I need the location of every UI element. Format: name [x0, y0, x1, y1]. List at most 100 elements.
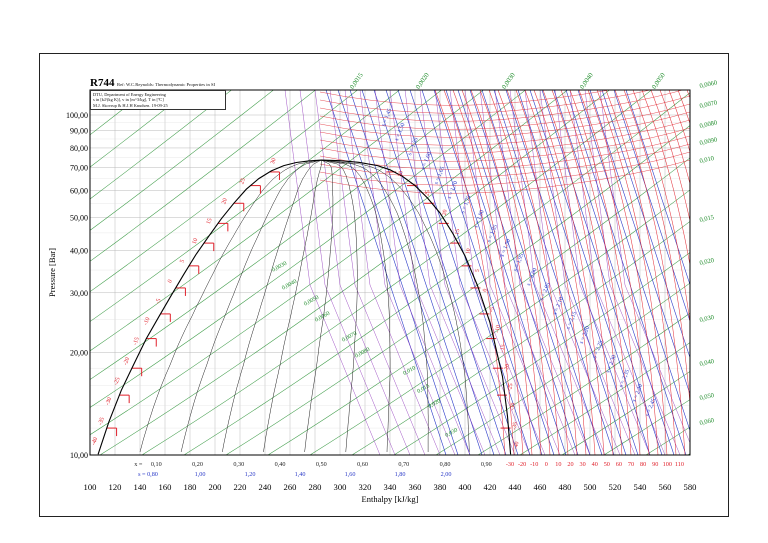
vapor-temperature-label: -5 [489, 307, 496, 313]
isotherm-line [542, 90, 614, 455]
y-tick-label: 80,00 [70, 144, 88, 153]
isotherm-line [750, 90, 768, 455]
interior-volume-label: 0,020 [427, 398, 441, 409]
temperature-label: 90 [652, 461, 658, 468]
y-tick-label: 10,00 [70, 451, 88, 460]
volume-label: 0,030 [699, 314, 715, 324]
isochore-line [519, 342, 690, 455]
isotherm-line [479, 90, 551, 455]
temperature-label: -30 [506, 461, 514, 468]
liquid-temperature-label: 30 [270, 157, 278, 165]
isochore-line [435, 282, 690, 455]
isotherm-line [452, 90, 524, 455]
isentrope-line [433, 90, 555, 455]
isotherm-line [605, 90, 677, 455]
x-tick-label: 220 [234, 482, 247, 492]
saturation-curve [97, 159, 512, 455]
vapor-temperature-label: 20 [442, 209, 449, 216]
temperature-label: 80 [640, 461, 646, 468]
isotherm-line [686, 90, 690, 99]
x-tick-label: 560 [659, 482, 672, 492]
entropy-line-label: s = 1,85 [486, 224, 499, 244]
isochore-line [90, 90, 148, 136]
vapor-temperature-label: -25 [507, 383, 514, 392]
isochore-line [0, 50, 114, 455]
isentrope-line [481, 90, 603, 455]
vapor-temperature-label: 25 [424, 190, 431, 197]
isochore-line [393, 252, 690, 455]
x-tick-label: 480 [559, 482, 572, 492]
volume-label: 0,020 [699, 257, 715, 267]
isochore-line [90, 90, 442, 352]
liquid-temperature-label: -20 [123, 357, 131, 367]
interior-volume-label: 0,015 [416, 383, 430, 394]
x-tick-label: 380 [434, 482, 447, 492]
y-tick-label: 20,00 [70, 349, 88, 358]
y-tick-label: 40,00 [70, 246, 88, 255]
isentrope-line [613, 90, 690, 323]
isentrope-line [524, 90, 621, 455]
isentrope-line [389, 90, 486, 455]
isochore-line [90, 90, 274, 231]
liquid-temperature-label: -35 [98, 417, 106, 427]
isotherm-line [470, 90, 542, 455]
isotherm-line [741, 90, 768, 455]
quality-label: 0,30 [233, 461, 244, 468]
quality-line [321, 159, 429, 452]
quality-line [321, 159, 470, 453]
isentrope-line [349, 90, 471, 455]
isotherm-line [705, 90, 768, 455]
isentrope-line [419, 90, 516, 455]
y-tick-label: 30,00 [70, 289, 88, 298]
isotherm-line [319, 135, 690, 170]
isentrope-line [385, 90, 507, 455]
isotherm-line [515, 90, 587, 455]
vapor-temperature-label: -30 [510, 402, 517, 411]
volume-label: 0,0080 [699, 119, 718, 130]
interior-volume-label: 0,030 [444, 427, 458, 438]
temperature-label: 70 [628, 461, 634, 468]
volume-label: 0,060 [699, 417, 715, 427]
quality-label: 0,40 [275, 461, 286, 468]
quality-line [263, 160, 322, 453]
isentrope-line [553, 90, 675, 455]
quality-label: 0,50 [316, 461, 327, 468]
x-tick-label: 500 [584, 482, 597, 492]
isotherm-line [319, 90, 612, 106]
info-box: DTU, Department of Energy Engineering s … [90, 90, 226, 111]
entropy-line-label: s = 2,25 [592, 340, 605, 360]
isentrope-line [469, 90, 591, 455]
temperature-label: 40 [592, 461, 598, 468]
interior-volume-label: 0,010 [402, 365, 416, 376]
entropy-line-label: s = 1,55 [407, 137, 420, 157]
isotherm-line [759, 90, 768, 455]
isochore-line [90, 90, 526, 408]
y-tick-label: 90,00 [70, 127, 88, 136]
isotherm-line [560, 90, 632, 455]
isotherm-line [488, 90, 560, 455]
quality-line [321, 159, 358, 453]
interior-volume-label: 0,0040 [281, 279, 298, 292]
info-line: M.J. Skovrup & H.J.H Knudsen. 19-09-25 [93, 102, 168, 108]
vapor-temperature-label: -35 [512, 422, 519, 431]
info-line: DTU, Department of Energy Engineering [93, 92, 166, 97]
plot-border [89, 89, 691, 456]
isotherm-line [319, 119, 690, 154]
x-axis-label: Enthalpy [kJ/kg] [362, 494, 419, 504]
isochore-line [267, 157, 690, 455]
x-tick-label: 460 [534, 482, 547, 492]
vapor-temperature-label: -10 [495, 325, 502, 334]
isentrope-line [494, 90, 591, 455]
isotherm-line [650, 90, 690, 222]
x-tick-label: 360 [409, 482, 422, 492]
quality-label: 0,70 [398, 461, 409, 468]
vapor-temperature-label: -20 [504, 363, 511, 372]
entropy-line-label: s = 2,30 [605, 354, 618, 374]
isentrope-line [479, 90, 576, 455]
vapor-temperature-label: 0 [482, 288, 488, 292]
isotherm-line [723, 90, 768, 455]
volume-label: 0,0050 [651, 72, 667, 91]
entropy-line-label: s = 1,65 [434, 166, 447, 186]
temperature-label: 30 [580, 461, 586, 468]
